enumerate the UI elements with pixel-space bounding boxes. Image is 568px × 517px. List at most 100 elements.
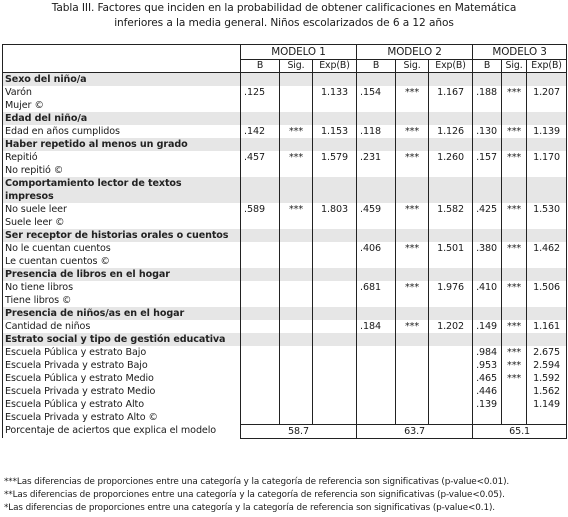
section-blank-cell [395, 112, 430, 125]
sig-value: *** [501, 125, 528, 138]
sig-value [279, 86, 313, 99]
b-value [356, 359, 397, 372]
sig-value [501, 294, 528, 307]
column-header-row: B Sig. Exp(B) B Sig. Exp(B) B Sig. Exp(B… [3, 59, 568, 73]
section-blank-cell [472, 268, 503, 281]
table-caption: Tabla III. Factores que inciden en la pr… [0, 0, 568, 31]
model-1-header: MODELO 1 [239, 44, 358, 60]
section-blank-cell [279, 229, 313, 242]
sig-value [501, 385, 528, 398]
section-blank-cell [240, 229, 280, 242]
footnote-1: ***Las diferencias de proporciones entre… [4, 477, 510, 487]
section-blank-cell [240, 190, 280, 203]
sig-value: *** [395, 320, 430, 333]
b-value [240, 242, 280, 255]
b-value [240, 164, 280, 177]
section-blank-cell [279, 177, 313, 190]
sig-value [279, 411, 313, 424]
section-blank-cell [356, 229, 397, 242]
expb-value [428, 372, 474, 385]
percent-row: Porcentaje de aciertos que explica el mo… [2, 423, 568, 439]
section-blank-cell [526, 333, 568, 346]
section-blank-cell [356, 190, 397, 203]
expb-value [311, 164, 358, 177]
section-blank-cell [428, 72, 474, 86]
footnote-3: *Las diferencias de proporciones entre u… [4, 503, 496, 513]
b-value [240, 411, 280, 424]
row-label: Repitió [2, 151, 241, 164]
percent-model-2: 63.7 [356, 423, 474, 439]
b-value: .157 [472, 151, 503, 164]
results-table: MODELO 1 MODELO 2 MODELO 3 B Sig. Exp(B)… [2, 44, 568, 439]
section-blank-cell [279, 268, 313, 281]
sig-value: *** [501, 359, 528, 372]
b-value: .465 [472, 372, 503, 385]
b-value: .410 [472, 281, 503, 294]
b-value: .231 [356, 151, 397, 164]
expb-value [526, 99, 568, 112]
b-value [356, 411, 397, 424]
b-value: .589 [240, 203, 280, 216]
section-blank-cell [428, 190, 474, 203]
section-blank-cell [395, 333, 430, 346]
section-blank-cell [279, 112, 313, 125]
table-row: No tiene libros .681 *** 1.976.410 *** 1.506 [2, 281, 568, 294]
b-value: .184 [356, 320, 397, 333]
expb-value [311, 281, 358, 294]
section-label: Haber repetido al menos un grado [2, 138, 241, 151]
section-blank-cell [428, 138, 474, 151]
footnotes: ***Las diferencias de proporciones entre… [4, 476, 509, 515]
sig-value: *** [279, 203, 313, 216]
row-label: No le cuentan cuentos [2, 242, 241, 255]
section-header-row: Comportamiento lector de textos [2, 177, 568, 190]
b-value: .446 [472, 385, 503, 398]
b-value [356, 294, 397, 307]
row-label: Escuela Pública y estrato Bajo [2, 346, 241, 359]
sig-value [501, 216, 528, 229]
expb-value: 1.803 [311, 203, 358, 216]
b-value: .130 [472, 125, 503, 138]
row-label: Le cuentan cuentos © [2, 255, 241, 268]
sig-value: *** [501, 281, 528, 294]
percent-row-label: Porcentaje de aciertos que explica el mo… [2, 424, 241, 438]
b-value [356, 385, 397, 398]
section-blank-cell [356, 333, 397, 346]
sig-value [279, 294, 313, 307]
sig-value [395, 99, 430, 112]
sig-value [501, 99, 528, 112]
section-blank-cell [526, 229, 568, 242]
section-blank-cell [395, 72, 430, 86]
b-value [472, 216, 503, 229]
expb-value: 2.675 [526, 346, 568, 359]
section-blank-cell [240, 307, 280, 320]
b-value [356, 164, 397, 177]
section-blank-cell [279, 190, 313, 203]
row-label: Suele leer © [2, 216, 241, 229]
sig-value [279, 281, 313, 294]
section-blank-cell [395, 138, 430, 151]
section-blank-cell [526, 268, 568, 281]
section-header-row: Haber repetido al menos un grado [2, 138, 568, 151]
table-row: Escuela Privada y estrato Bajo .953 *** 2.5… [2, 359, 568, 372]
expb-value [311, 242, 358, 255]
section-blank-cell [311, 177, 358, 190]
section-blank-cell [526, 307, 568, 320]
sig-value: *** [501, 320, 528, 333]
expb-value [526, 216, 568, 229]
section-header-row: Sexo del niño/a [2, 72, 568, 86]
section-blank-cell [279, 72, 313, 86]
section-blank-cell [526, 177, 568, 190]
b-value: .118 [356, 125, 397, 138]
section-header-row: Ser receptor de historias orales o cuent… [2, 229, 568, 242]
expb-value: 1.260 [428, 151, 474, 164]
row-label: No repitió © [2, 164, 241, 177]
table-row: No suele leer .589 *** 1.803.459 *** 1.582.42… [2, 203, 568, 216]
section-blank-cell [501, 268, 528, 281]
sig-value [395, 346, 430, 359]
section-blank-cell [428, 333, 474, 346]
col-b: B [356, 59, 397, 73]
expb-value: 1.592 [526, 372, 568, 385]
sig-value [501, 411, 528, 424]
expb-value [428, 385, 474, 398]
expb-value [428, 346, 474, 359]
